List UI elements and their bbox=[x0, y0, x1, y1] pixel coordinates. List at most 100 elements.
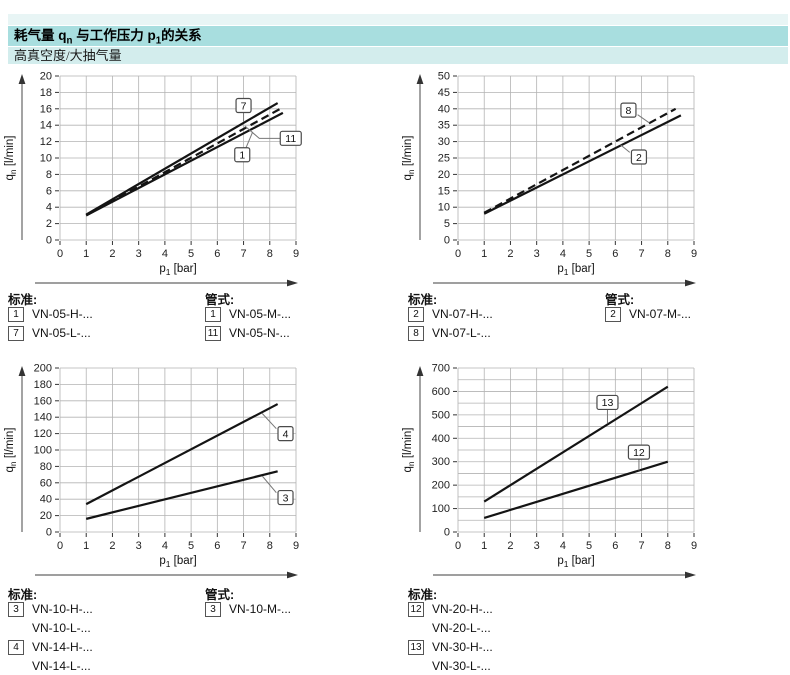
x-tick-label: 1 bbox=[481, 540, 487, 552]
x-tick-label: 3 bbox=[136, 248, 142, 260]
x-tick-label: 8 bbox=[665, 540, 671, 552]
callout-leader-1 bbox=[245, 131, 254, 148]
x-tick-label: 6 bbox=[612, 540, 618, 552]
y-tick-label: 6 bbox=[46, 185, 52, 197]
series-line-4 bbox=[85, 403, 279, 506]
y-tick-label: 600 bbox=[432, 386, 450, 398]
y-tick-label: 140 bbox=[34, 412, 52, 424]
y-tick-label: 0 bbox=[444, 527, 450, 539]
legend-marker-8: 8 bbox=[408, 325, 424, 341]
x-tick-label: 2 bbox=[507, 540, 513, 552]
x-tick-label: 5 bbox=[586, 248, 592, 260]
chart-vn05: 0 2 4 6 8 10 12 14 16 18 20 0 1 2 3 4 5 6 7 8 9 qn [l/min] p1 … bbox=[0, 70, 340, 296]
series-line-13 bbox=[483, 385, 669, 503]
callout-leader-4 bbox=[261, 412, 277, 430]
x-tick-label: 6 bbox=[214, 248, 220, 260]
chart-vn10-14: 0 20 40 60 80 100 120 140 160 180 200 0 1 2 3 4 5 6 7 8 9 qn … bbox=[0, 362, 340, 588]
header-strip bbox=[8, 14, 788, 25]
y-tick-label: 0 bbox=[46, 235, 52, 247]
y-tick-label: 50 bbox=[438, 71, 450, 83]
y-tick-label: 0 bbox=[46, 527, 52, 539]
legend-label: VN-05-H-... bbox=[32, 307, 93, 321]
legend-row: 11 VN-05-N-... bbox=[205, 324, 291, 342]
legend-row: VN-20-L-... bbox=[408, 619, 493, 637]
legend-label: VN-14-H-... bbox=[32, 640, 93, 654]
y-tick-label: 12 bbox=[40, 136, 52, 148]
y-tick-label: 20 bbox=[40, 71, 52, 83]
x-tick-label: 0 bbox=[57, 248, 63, 260]
legend-column: 标准: 1 VN-05-H-... 7 VN-05-L-... bbox=[8, 289, 93, 342]
legend-marker-11: 11 bbox=[205, 325, 221, 341]
legend-marker-2: 2 bbox=[605, 306, 621, 322]
callout-box-3 bbox=[277, 489, 294, 506]
x-tick-label: 5 bbox=[188, 248, 194, 260]
legend-marker-empty bbox=[8, 659, 24, 674]
legend-column-title: 管式: bbox=[205, 293, 235, 307]
legend-label: VN-20-H-... bbox=[432, 602, 493, 616]
legend-marker-13: 13 bbox=[408, 639, 424, 655]
y-tick-label: 25 bbox=[438, 153, 450, 165]
legend-marker-3: 3 bbox=[8, 601, 24, 617]
legend-row: VN-30-L-... bbox=[408, 657, 493, 675]
x-tick-label: 3 bbox=[534, 248, 540, 260]
callout-leader-2 bbox=[620, 144, 631, 153]
callout-leader-8 bbox=[637, 114, 650, 124]
x-tick-label: 2 bbox=[109, 540, 115, 552]
callout-box-13 bbox=[596, 394, 619, 411]
legend-marker-1: 1 bbox=[8, 306, 24, 322]
x-tick-label: 6 bbox=[612, 248, 618, 260]
x-axis-arrowhead-icon bbox=[685, 571, 696, 579]
x-axis-arrowhead-icon bbox=[287, 279, 298, 287]
callout-leader-3 bbox=[262, 475, 277, 493]
x-tick-label: 7 bbox=[638, 540, 644, 552]
x-axis-arrowhead-icon bbox=[287, 571, 298, 579]
callout-box-1 bbox=[234, 147, 251, 163]
x-tick-label: 5 bbox=[586, 540, 592, 552]
series-line-8 bbox=[483, 107, 677, 214]
legend-column-title: 标准: bbox=[8, 588, 38, 602]
y-tick-label: 10 bbox=[40, 153, 52, 165]
legend-column: 标准: 12 VN-20-H-... VN-20-L-... 13 VN-30-H-...… bbox=[408, 584, 493, 675]
page-title: 耗气量 qn 与工作压力 p1的关系 bbox=[8, 26, 788, 47]
y-axis-title: qn [l/min] bbox=[4, 427, 18, 472]
callout-label-11: 11 bbox=[285, 133, 296, 145]
callout-box-11 bbox=[279, 130, 302, 146]
callout-label-8: 8 bbox=[626, 105, 632, 117]
legend-row: VN-10-L-... bbox=[8, 619, 93, 637]
page-subtitle: 高真空度/大抽气量 bbox=[8, 47, 788, 64]
legend-label: VN-05-L-... bbox=[32, 326, 91, 340]
legend-column: 管式: 3 VN-10-M-... bbox=[205, 584, 291, 618]
x-tick-label: 4 bbox=[162, 248, 168, 260]
callout-label-3: 3 bbox=[283, 492, 289, 504]
legend-marker-2: 2 bbox=[408, 306, 424, 322]
legend-row: 13 VN-30-H-... bbox=[408, 638, 493, 656]
y-tick-label: 400 bbox=[432, 433, 450, 445]
y-tick-label: 10 bbox=[438, 202, 450, 214]
legend-label: VN-07-M-... bbox=[629, 307, 692, 321]
series-line-12 bbox=[483, 460, 669, 519]
x-axis-title: p1 [bar] bbox=[557, 263, 594, 277]
chart-vn07: 0 5 10 15 20 25 30 35 40 45 50 0 1 2 3 4 5 6 7 8 9 qn [l/min]… bbox=[398, 70, 738, 296]
legend-row: 7 VN-05-L-... bbox=[8, 324, 93, 342]
legend-marker-empty bbox=[408, 621, 424, 636]
callout-box-7 bbox=[235, 97, 252, 114]
y-tick-label: 200 bbox=[432, 480, 450, 492]
legend-row: VN-14-L-... bbox=[8, 657, 93, 675]
series-line-2 bbox=[483, 114, 682, 215]
x-tick-label: 4 bbox=[560, 248, 566, 260]
legend-label: VN-10-H-... bbox=[32, 602, 93, 616]
y-tick-label: 300 bbox=[432, 456, 450, 468]
x-tick-label: 4 bbox=[560, 540, 566, 552]
y-tick-label: 200 bbox=[34, 363, 52, 375]
x-tick-label: 2 bbox=[507, 248, 513, 260]
callout-label-4: 4 bbox=[283, 428, 289, 440]
y-tick-label: 4 bbox=[46, 202, 52, 214]
legend-label: VN-30-L-... bbox=[432, 659, 491, 673]
callout-label-1: 1 bbox=[239, 150, 245, 162]
x-tick-label: 8 bbox=[665, 248, 671, 260]
legend-column: 标准: 3 VN-10-H-... VN-10-L-... 4 VN-14-H-... VN… bbox=[8, 584, 93, 675]
x-tick-label: 0 bbox=[57, 540, 63, 552]
x-tick-label: 0 bbox=[455, 248, 461, 260]
x-tick-label: 4 bbox=[162, 540, 168, 552]
